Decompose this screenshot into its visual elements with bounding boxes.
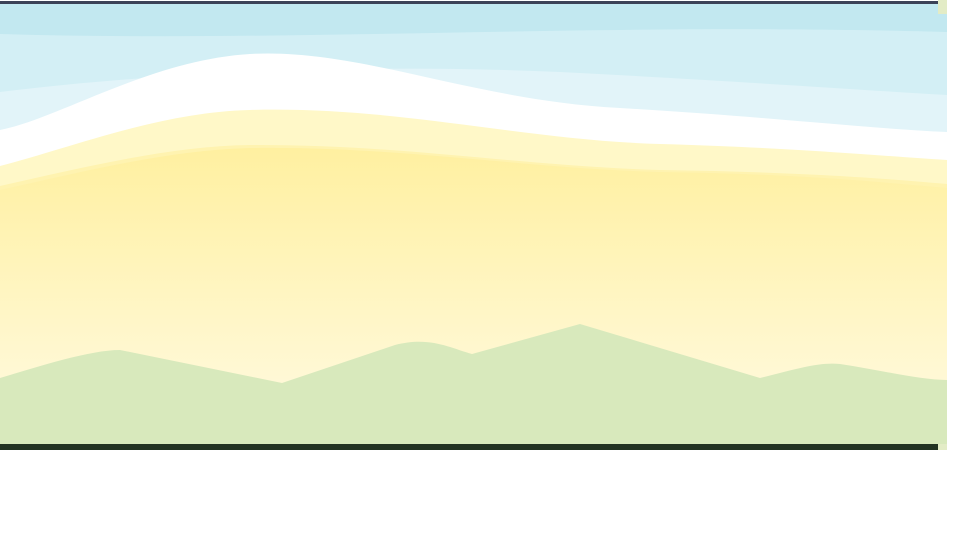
green-hills: [0, 324, 947, 448]
bottom-frame-line: [0, 444, 938, 450]
top-frame-line: [0, 1, 938, 4]
landscape-banner: [0, 0, 947, 450]
landscape-illustration: [0, 0, 947, 450]
top-right-edge: [938, 0, 947, 14]
bottom-right-edge: [938, 444, 947, 450]
